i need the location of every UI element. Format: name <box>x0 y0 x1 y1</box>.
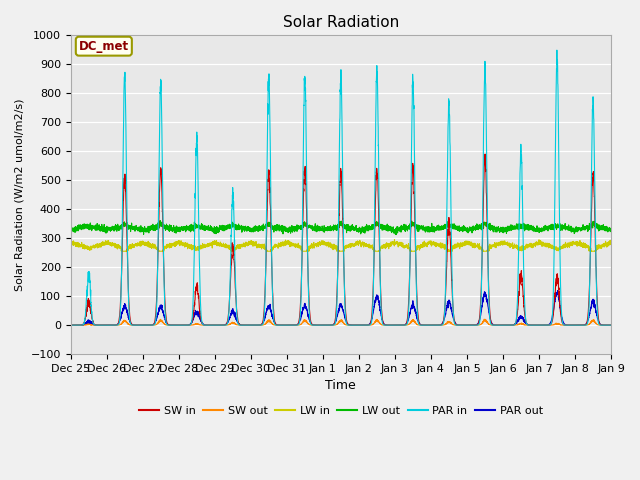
Line: SW out: SW out <box>70 319 611 325</box>
LW out <box>462 228 470 233</box>
SW in <box>607 322 614 328</box>
Line: PAR out: PAR out <box>70 290 611 325</box>
LW in <box>164 244 172 250</box>
LW out <box>607 227 614 232</box>
LW in <box>432 243 440 249</box>
SW out <box>607 322 615 328</box>
X-axis label: Time: Time <box>326 379 356 392</box>
Line: SW in: SW in <box>70 154 611 325</box>
Line: LW in: LW in <box>70 240 611 251</box>
LW out <box>392 232 400 238</box>
LW in <box>607 241 614 247</box>
SW out <box>67 322 74 328</box>
LW in <box>462 238 470 244</box>
LW in <box>390 237 398 242</box>
LW in <box>493 241 500 247</box>
PAR out <box>607 322 614 328</box>
PAR out <box>67 322 74 328</box>
SW out <box>432 322 440 328</box>
LW out <box>493 227 500 232</box>
SW in <box>432 322 440 328</box>
SW in <box>321 322 328 328</box>
LW out <box>67 226 74 232</box>
LW out <box>607 227 615 232</box>
PAR in <box>462 322 470 328</box>
LW out <box>164 223 172 229</box>
PAR out <box>432 322 440 328</box>
SW out <box>481 316 488 322</box>
SW in <box>607 322 615 328</box>
LW in <box>67 239 74 245</box>
LW in <box>321 240 328 246</box>
SW in <box>164 322 172 327</box>
PAR out <box>607 322 615 328</box>
Title: Solar Radiation: Solar Radiation <box>283 15 399 30</box>
PAR in <box>607 322 614 328</box>
PAR out <box>164 322 172 327</box>
LW out <box>156 217 164 223</box>
PAR in <box>607 322 615 328</box>
PAR in <box>493 322 500 328</box>
SW out <box>164 322 172 328</box>
Legend: SW in, SW out, LW in, LW out, PAR in, PAR out: SW in, SW out, LW in, LW out, PAR in, PA… <box>134 401 547 420</box>
Y-axis label: Solar Radiation (W/m2 umol/m2/s): Solar Radiation (W/m2 umol/m2/s) <box>15 98 25 291</box>
PAR in <box>321 322 328 328</box>
PAR in <box>553 47 561 53</box>
PAR in <box>432 322 440 328</box>
SW in <box>481 151 489 157</box>
PAR out <box>554 288 561 293</box>
SW in <box>462 322 470 328</box>
LW out <box>432 227 440 232</box>
Line: LW out: LW out <box>70 220 611 235</box>
SW out <box>607 322 614 328</box>
Text: DC_met: DC_met <box>79 40 129 53</box>
PAR out <box>462 322 470 328</box>
PAR in <box>164 322 172 328</box>
SW out <box>462 322 470 328</box>
SW in <box>67 322 74 328</box>
SW out <box>321 322 328 328</box>
LW in <box>118 248 126 254</box>
LW in <box>607 240 615 245</box>
SW out <box>493 322 500 328</box>
PAR out <box>493 322 500 328</box>
PAR in <box>67 322 74 328</box>
SW in <box>493 322 500 328</box>
PAR out <box>79 322 86 328</box>
Line: PAR in: PAR in <box>70 50 611 325</box>
PAR out <box>321 322 328 328</box>
LW out <box>321 225 328 231</box>
